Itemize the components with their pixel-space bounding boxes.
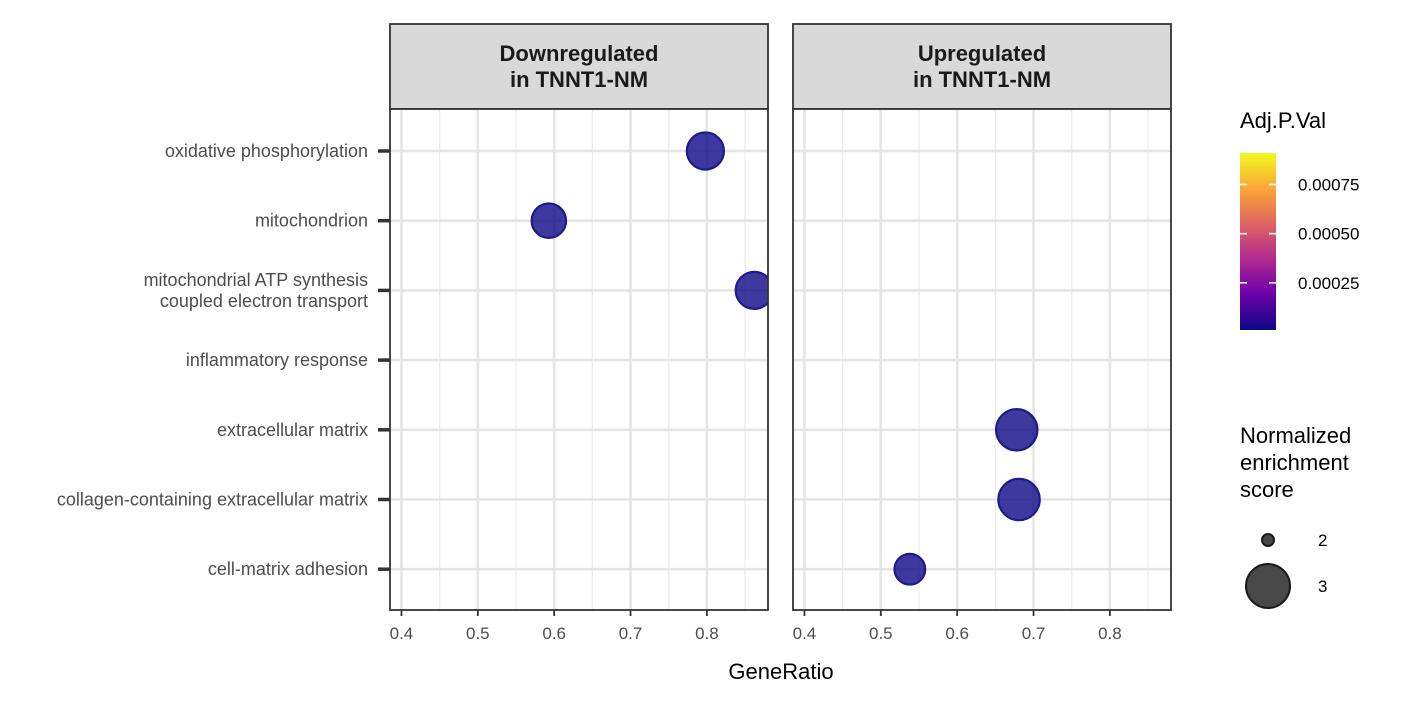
x-tick-label: 0.8	[1098, 624, 1122, 643]
size-legend-title: Normalized enrichment score	[1240, 423, 1351, 502]
facet-strip-background	[792, 23, 1172, 110]
x-tick-label: 0.6	[945, 624, 969, 643]
y-tick-label: mitochondrial ATP synthesis coupled elect…	[144, 270, 368, 311]
legends: Adj.P.Val 0.00075 0.00050 0.00025 Normalized…	[1240, 108, 1359, 609]
size-legend-label: 2	[1318, 531, 1327, 550]
size-legend-title-line: Normalized	[1240, 423, 1351, 448]
x-tick-label: 0.5	[466, 624, 490, 643]
facet-strip-title-line: Downregulated	[500, 41, 659, 66]
color-legend-label: 0.00075	[1298, 175, 1359, 194]
size-legend-title-line: enrichment	[1240, 450, 1349, 475]
y-tick-label-line: collagen-containing extracellular matrix	[57, 490, 368, 510]
facet-strip-title: Downregulated in TNNT1-NM	[500, 41, 659, 92]
facet-panel-2: Upregulated in TNNT1-NM 0.4 0.5 0.6 0.7 0.8	[792, 23, 1172, 643]
y-tick-label-line: oxidative phosphorylation	[165, 141, 368, 161]
x-tick-label: 0.4	[390, 624, 414, 643]
y-tick-label-line: coupled electron transport	[160, 291, 368, 311]
color-legend-title: Adj.P.Val	[1240, 108, 1326, 133]
size-legend-point	[1261, 533, 1275, 547]
data-point	[734, 270, 768, 311]
points-group	[530, 131, 768, 311]
y-tick-label-line: cell-matrix adhesion	[208, 559, 368, 579]
y-tick-label: cell-matrix adhesion	[208, 559, 368, 579]
data-point	[994, 408, 1039, 452]
y-tick-label: mitochondrion	[255, 211, 368, 231]
x-tick-label: 0.4	[793, 624, 817, 643]
y-tick-label-line: inflammatory response	[186, 350, 368, 370]
x-axis-title: GeneRatio	[728, 659, 833, 684]
data-point	[530, 202, 568, 239]
size-legend-label: 3	[1318, 577, 1327, 596]
y-tick-label: inflammatory response	[186, 350, 368, 370]
x-tick-label: 0.5	[869, 624, 893, 643]
data-point	[997, 477, 1041, 522]
facet-panels: Downregulated in TNNT1-NM0.4 0.5 0.6 0.7 0.8U…	[389, 23, 1172, 643]
data-point	[685, 131, 726, 171]
y-tick-label-line: mitochondrial ATP synthesis	[144, 270, 368, 290]
color-legend-label: 0.00050	[1298, 225, 1359, 244]
size-legend-point	[1245, 563, 1291, 609]
x-tick-label: 0.6	[542, 624, 566, 643]
x-tick-label: 0.7	[1022, 624, 1046, 643]
points-group	[893, 408, 1041, 586]
y-axis-labels: oxidative phosphorylation mitochondrion mi…	[57, 141, 390, 579]
color-legend-label: 0.00025	[1298, 274, 1359, 293]
facet-strip-background	[389, 23, 769, 110]
facet-strip-title-line: Upregulated	[918, 41, 1046, 66]
facet-panel-1: Downregulated in TNNT1-NM 0.4 0.5 0.6 0.7 0.8	[389, 23, 769, 643]
y-tick-label-line: mitochondrion	[255, 211, 368, 231]
y-tick-label: oxidative phosphorylation	[165, 141, 368, 161]
x-tick-label: 0.7	[619, 624, 643, 643]
data-point	[893, 552, 927, 586]
facet-strip-title: Upregulated in TNNT1-NM	[913, 41, 1051, 92]
facet-strip-title-line: in TNNT1-NM	[510, 67, 648, 92]
color-bar	[1240, 153, 1276, 330]
y-tick-label: extracellular matrix	[217, 420, 368, 440]
facet-strip-title-line: in TNNT1-NM	[913, 67, 1051, 92]
size-legend-title-line: score	[1240, 477, 1294, 502]
y-tick-label: collagen-containing extracellular matrix	[57, 490, 368, 510]
x-tick-label: 0.8	[695, 624, 719, 643]
panel-border	[792, 108, 1172, 611]
y-tick-label-line: extracellular matrix	[217, 420, 368, 440]
